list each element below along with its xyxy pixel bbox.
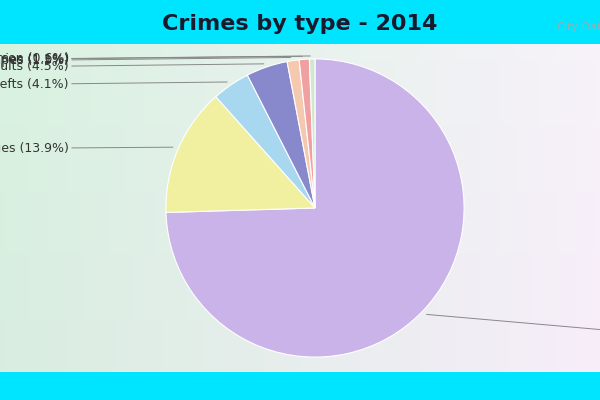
Wedge shape bbox=[166, 97, 315, 212]
Text: Auto thefts (4.1%): Auto thefts (4.1%) bbox=[0, 78, 227, 91]
Text: Arson (0.6%): Arson (0.6%) bbox=[0, 52, 310, 66]
Text: Robberies (1.1%): Robberies (1.1%) bbox=[0, 53, 302, 66]
Wedge shape bbox=[310, 59, 315, 208]
Wedge shape bbox=[247, 62, 315, 208]
Text: Rapes (1.3%): Rapes (1.3%) bbox=[0, 54, 291, 67]
Wedge shape bbox=[299, 59, 315, 208]
Text: Thefts (74.6%): Thefts (74.6%) bbox=[427, 314, 600, 341]
Wedge shape bbox=[287, 60, 315, 208]
Text: Crimes by type - 2014: Crimes by type - 2014 bbox=[163, 14, 437, 34]
Wedge shape bbox=[166, 59, 464, 357]
Text: Burglaries (13.9%): Burglaries (13.9%) bbox=[0, 142, 173, 155]
Text: City-Data.com: City-Data.com bbox=[556, 22, 600, 32]
Text: Assaults (4.5%): Assaults (4.5%) bbox=[0, 60, 264, 73]
Wedge shape bbox=[216, 75, 315, 208]
